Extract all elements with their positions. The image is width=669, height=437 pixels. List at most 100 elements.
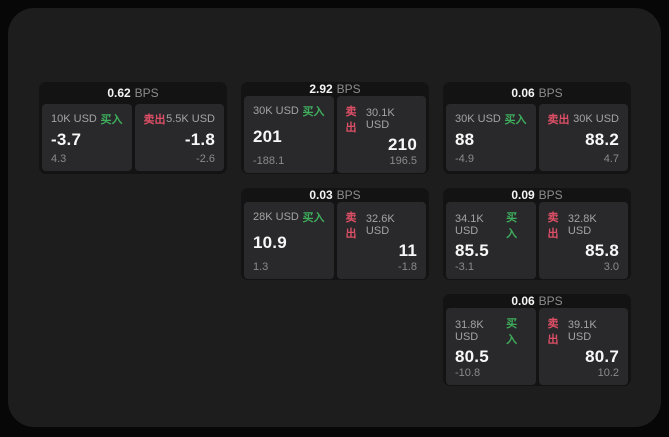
sell-side-label: 卖出 <box>345 106 357 134</box>
buy-panel[interactable]: 31.8K USD 买入 80.5 -10.8 <box>446 308 536 385</box>
buy-panel[interactable]: 10K USD 买入 -3.7 4.3 <box>42 104 132 171</box>
sell-panel-top: 卖出 5.5K USD <box>144 111 216 127</box>
buy-amount: 10K USD <box>51 113 97 125</box>
buy-side-label: 买入 <box>302 106 325 118</box>
sell-panel[interactable]: 卖出 39.1K USD 80.7 10.2 <box>538 308 628 385</box>
buy-panel[interactable]: 28K USD 买入 10.9 1.3 <box>244 202 334 279</box>
card-body: 10K USD 买入 -3.7 4.3 卖出 5.5K USD -1.8 -2.… <box>42 104 224 171</box>
card-body: 30K USD 买入 88 -4.9 卖出 30K USD 88.2 4.7 <box>446 104 628 171</box>
quote-card: 0.06 BPS 31.8K USD 买入 80.5 -10.8 卖出 39.1… <box>443 294 631 386</box>
card-body: 34.1K USD 买入 85.5 -3.1 卖出 32.8K USD 85.8… <box>446 202 628 279</box>
sell-panel[interactable]: 卖出 30K USD 88.2 4.7 <box>538 104 628 171</box>
sell-amount: 32.8K USD <box>567 213 597 237</box>
quote-card: 0.06 BPS 30K USD 买入 88 -4.9 卖出 30K USD 8… <box>443 82 631 174</box>
sell-price: -1.8 <box>184 130 215 149</box>
buy-amount: 31.8K USD <box>455 319 484 343</box>
sell-price: 210 <box>388 135 417 154</box>
sell-panel-top: 卖出 32.8K USD <box>548 209 620 241</box>
sell-delta: 3.0 <box>603 261 619 273</box>
quote-card: 0.03 BPS 28K USD 买入 10.9 1.3 卖出 32.6K US… <box>241 188 429 280</box>
buy-panel-top: 34.1K USD 买入 <box>455 209 527 241</box>
sell-amount: 30K USD <box>573 113 619 125</box>
buy-panel-top: 30K USD 买入 <box>455 111 527 127</box>
card-body: 31.8K USD 买入 80.5 -10.8 卖出 39.1K USD 80.… <box>446 308 628 385</box>
bps-value: 0.09 <box>511 188 535 202</box>
sell-delta: 196.5 <box>389 155 417 167</box>
sell-panel[interactable]: 卖出 32.8K USD 85.8 3.0 <box>538 202 628 279</box>
sell-side-label: 卖出 <box>547 318 559 346</box>
buy-panel-top: 10K USD 买入 <box>51 111 123 127</box>
sell-price: 11 <box>398 241 417 260</box>
sell-price: 85.8 <box>585 241 619 260</box>
buy-amount: 34.1K USD <box>455 213 484 237</box>
buy-panel-top: 31.8K USD 买入 <box>455 315 527 347</box>
buy-price: 88 <box>455 130 475 149</box>
bps-value: 2.92 <box>309 82 333 96</box>
sell-amount: 5.5K USD <box>166 113 215 125</box>
quote-card: 0.62 BPS 10K USD 买入 -3.7 4.3 卖出 5.5K USD… <box>39 82 227 174</box>
sell-panel-top: 卖出 30.1K USD <box>346 103 418 135</box>
sell-delta: 4.7 <box>603 153 619 165</box>
sell-delta: 10.2 <box>597 367 619 379</box>
bps-header: 0.03 BPS <box>244 188 426 202</box>
buy-delta: 4.3 <box>51 153 67 165</box>
buy-delta: -4.9 <box>455 153 474 165</box>
buy-amount: 28K USD <box>253 211 299 223</box>
bps-value: 0.06 <box>511 86 535 100</box>
sell-side-label: 卖出 <box>547 114 570 126</box>
bps-header: 0.06 BPS <box>446 294 628 308</box>
quote-card: 0.09 BPS 34.1K USD 买入 85.5 -3.1 卖出 32.8K… <box>443 188 631 280</box>
bps-unit: BPS <box>336 188 361 202</box>
buy-price: 80.5 <box>455 347 489 366</box>
sell-panel[interactable]: 卖出 32.6K USD 11 -1.8 <box>336 202 426 279</box>
buy-price: 10.9 <box>253 233 287 252</box>
bps-header: 0.06 BPS <box>446 82 628 104</box>
bps-header: 2.92 BPS <box>244 82 426 96</box>
sell-side-label: 卖出 <box>143 114 166 126</box>
sell-panel[interactable]: 卖出 5.5K USD -1.8 -2.6 <box>134 104 224 171</box>
bps-unit: BPS <box>134 86 159 100</box>
bps-unit: BPS <box>538 188 563 202</box>
buy-delta: -188.1 <box>253 155 285 167</box>
buy-delta: -10.8 <box>455 367 481 379</box>
buy-side-label: 买入 <box>506 318 518 346</box>
quote-card: 2.92 BPS 30K USD 买入 201 -188.1 卖出 30.1K … <box>241 82 429 174</box>
bps-value: 0.62 <box>107 86 131 100</box>
sell-price: 88.2 <box>585 130 619 149</box>
bps-value: 0.06 <box>511 294 535 308</box>
buy-price: 201 <box>253 127 282 146</box>
card-body: 30K USD 买入 201 -188.1 卖出 30.1K USD 210 1… <box>244 96 426 173</box>
sell-delta: -1.8 <box>398 261 417 273</box>
buy-panel[interactable]: 30K USD 买入 201 -188.1 <box>244 96 334 173</box>
sell-panel-top: 卖出 30K USD <box>548 111 620 127</box>
sell-panel[interactable]: 卖出 30.1K USD 210 196.5 <box>336 96 426 173</box>
bps-unit: BPS <box>538 86 563 100</box>
sell-amount: 32.6K USD <box>365 213 395 237</box>
buy-panel[interactable]: 30K USD 买入 88 -4.9 <box>446 104 536 171</box>
sell-price: 80.7 <box>585 347 619 366</box>
bps-unit: BPS <box>336 82 361 96</box>
buy-amount: 30K USD <box>253 105 299 117</box>
sell-amount: 30.1K USD <box>365 107 395 131</box>
bps-value: 0.03 <box>309 188 333 202</box>
bps-header: 0.09 BPS <box>446 188 628 202</box>
sell-amount: 39.1K USD <box>567 319 597 343</box>
bps-unit: BPS <box>538 294 563 308</box>
buy-panel-top: 30K USD 买入 <box>253 103 325 119</box>
sell-side-label: 卖出 <box>345 212 357 240</box>
sell-side-label: 卖出 <box>547 212 559 240</box>
buy-side-label: 买入 <box>506 212 518 240</box>
buy-price: -3.7 <box>51 130 82 149</box>
cards-grid: 0.62 BPS 10K USD 买入 -3.7 4.3 卖出 5.5K USD… <box>39 82 631 386</box>
buy-amount: 30K USD <box>455 113 501 125</box>
card-body: 28K USD 买入 10.9 1.3 卖出 32.6K USD 11 -1.8 <box>244 202 426 279</box>
sell-delta: -2.6 <box>196 153 215 165</box>
buy-panel-top: 28K USD 买入 <box>253 209 325 225</box>
sell-panel-top: 卖出 39.1K USD <box>548 315 620 347</box>
buy-delta: -3.1 <box>455 261 474 273</box>
buy-delta: 1.3 <box>253 261 269 273</box>
buy-panel[interactable]: 34.1K USD 买入 85.5 -3.1 <box>446 202 536 279</box>
buy-side-label: 买入 <box>302 212 325 224</box>
sell-panel-top: 卖出 32.6K USD <box>346 209 418 241</box>
buy-side-label: 买入 <box>100 114 123 126</box>
